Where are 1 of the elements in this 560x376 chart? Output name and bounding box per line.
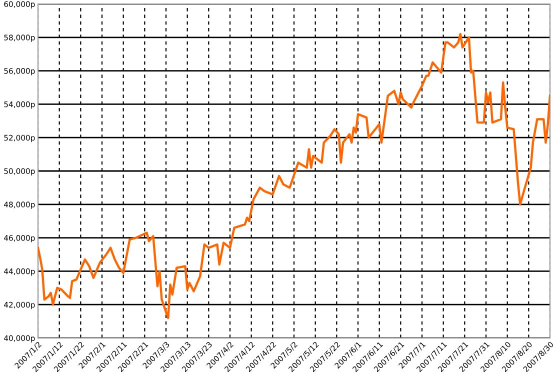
line-series: [38, 32, 550, 320]
